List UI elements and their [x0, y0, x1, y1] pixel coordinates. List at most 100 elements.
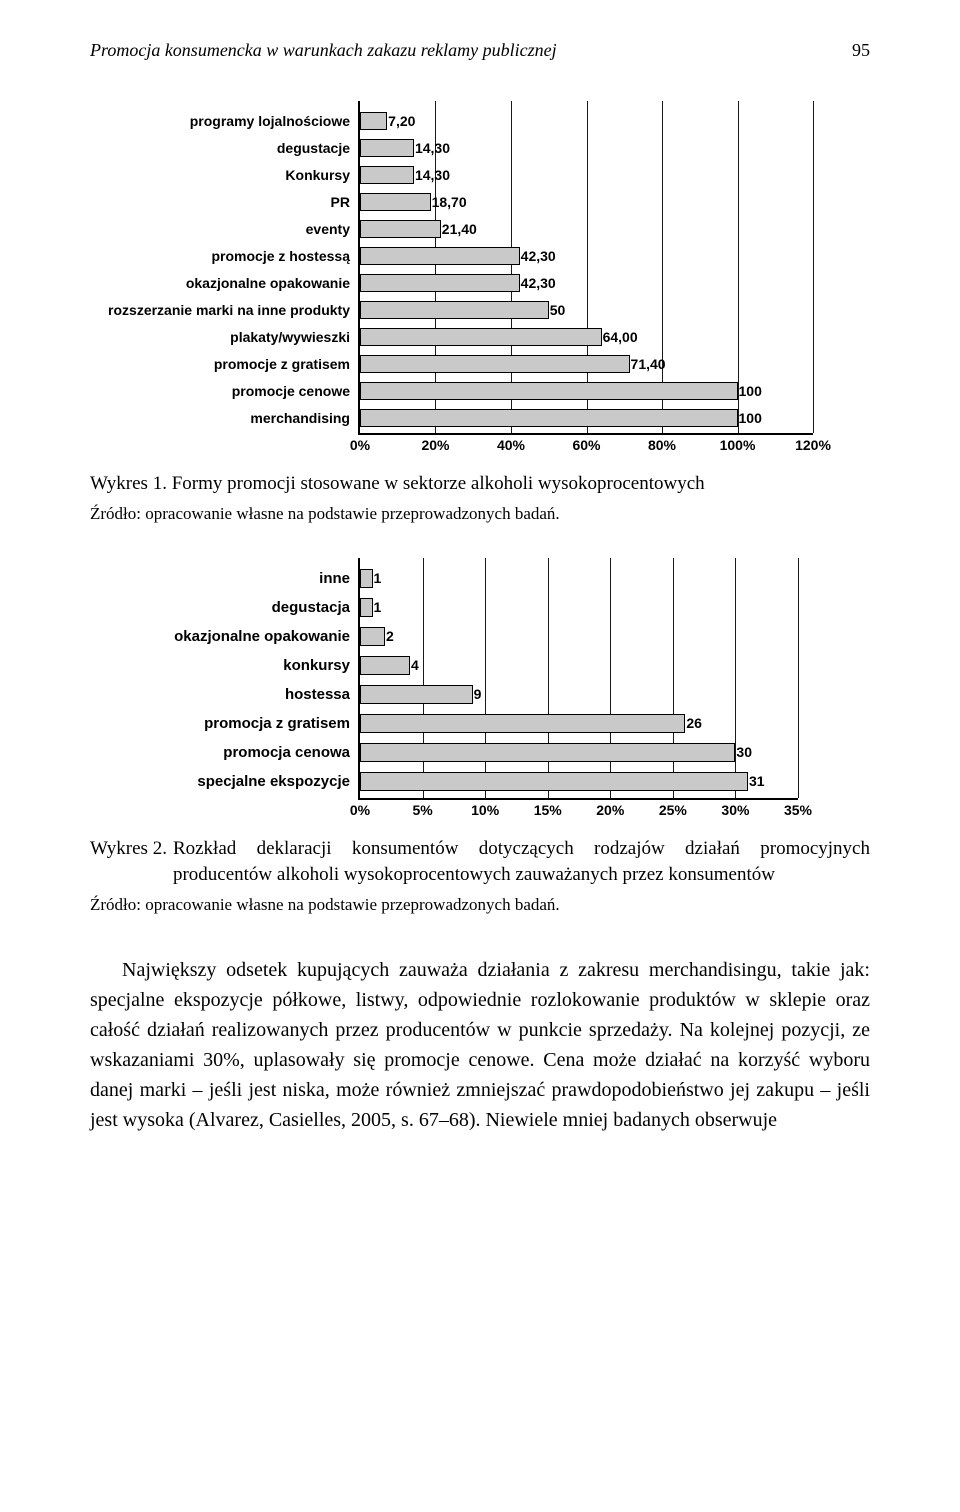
category-label: eventy	[90, 215, 350, 242]
x-tick-label: 100%	[720, 437, 756, 453]
caption-1-prefix: Wykres 1.	[90, 473, 167, 494]
category-label: degustacja	[90, 593, 350, 622]
x-tick-label: 25%	[659, 802, 687, 818]
bar: 1	[360, 569, 373, 588]
caption-2-prefix: Wykres 2.	[90, 838, 167, 859]
category-label: promocja z gratisem	[90, 709, 350, 738]
bar-value-label: 100	[739, 383, 762, 399]
gridline	[610, 558, 611, 798]
running-head: Promocja konsumencka w warunkach zakazu …	[90, 40, 870, 61]
category-label: okazjonalne opakowanie	[90, 269, 350, 296]
bar: 9	[360, 685, 473, 704]
x-tick-label: 60%	[572, 437, 600, 453]
bar: 2	[360, 627, 385, 646]
chart-2-labels: innedegustacjaokazjonalne opakowaniekonk…	[90, 558, 358, 796]
category-label: okazjonalne opakowanie	[90, 622, 350, 651]
page: Promocja konsumencka w warunkach zakazu …	[0, 0, 960, 1195]
bar-value-label: 9	[474, 686, 482, 702]
chart-1-plot: 0%20%40%60%80%100%120% 7,2014,3014,3018,…	[358, 101, 813, 435]
bar: 42,30	[360, 247, 520, 265]
category-label: promocje z hostessą	[90, 242, 350, 269]
bar-value-label: 7,20	[388, 113, 415, 129]
bar: 14,30	[360, 166, 414, 184]
bar: 100	[360, 382, 738, 400]
bar-value-label: 14,30	[415, 140, 450, 156]
caption-2-text-content: Rozkład deklaracji konsumentów dotyczący…	[173, 838, 870, 886]
chart-1-block: programy lojalnościowedegustacjeKonkursy…	[90, 101, 870, 435]
category-label: rozszerzanie marki na inne produkty	[90, 296, 350, 323]
chart-2-plot: 0%5%10%15%20%25%30%35% 11249263031	[358, 558, 798, 800]
chart-1-source: Źródło: opracowanie własne na podstawie …	[90, 504, 870, 524]
chart-2-block: innedegustacjaokazjonalne opakowaniekonk…	[90, 558, 870, 800]
bar: 50	[360, 301, 549, 319]
page-number: 95	[852, 40, 870, 61]
category-label: Konkursy	[90, 161, 350, 188]
bar: 4	[360, 656, 410, 675]
x-tick-label: 35%	[784, 802, 812, 818]
chart-1-labels: programy lojalnościowedegustacjeKonkursy…	[90, 101, 358, 431]
category-label: specjalne ekspozycje	[90, 767, 350, 796]
running-title: Promocja konsumencka w warunkach zakazu …	[90, 40, 557, 61]
bar-value-label: 31	[749, 773, 765, 789]
category-label: plakaty/wywieszki	[90, 323, 350, 350]
chart-1-xaxis: 0%20%40%60%80%100%120%	[360, 433, 813, 457]
bar-value-label: 64,00	[603, 329, 638, 345]
x-tick-label: 5%	[412, 802, 432, 818]
category-label: konkursy	[90, 651, 350, 680]
bar-value-label: 14,30	[415, 167, 450, 183]
gridline	[485, 558, 486, 798]
x-tick-label: 30%	[721, 802, 749, 818]
bar: 71,40	[360, 355, 630, 373]
x-tick-label: 80%	[648, 437, 676, 453]
bar-value-label: 30	[736, 744, 752, 760]
caption-2-text: Rozkład deklaracji konsumentów dotyczący…	[173, 838, 870, 886]
category-label: merchandising	[90, 404, 350, 431]
bar: 21,40	[360, 220, 441, 238]
bar-value-label: 4	[411, 657, 419, 673]
bar: 31	[360, 772, 748, 791]
chart-1: programy lojalnościowedegustacjeKonkursy…	[90, 101, 870, 435]
category-label: degustacje	[90, 134, 350, 161]
bar-value-label: 100	[739, 410, 762, 426]
bar-value-label: 26	[686, 715, 702, 731]
gridline	[798, 558, 799, 798]
bar-value-label: 42,30	[521, 275, 556, 291]
gridline	[673, 558, 674, 798]
x-tick-label: 20%	[596, 802, 624, 818]
category-label: hostessa	[90, 680, 350, 709]
bar: 18,70	[360, 193, 431, 211]
bar: 1	[360, 598, 373, 617]
body-paragraph: Największy odsetek kupujących zauważa dz…	[90, 955, 870, 1135]
chart-2-caption: Wykres 2. Rozkład deklaracji konsumentów…	[90, 836, 870, 889]
category-label: programy lojalnościowe	[90, 107, 350, 134]
bar-value-label: 18,70	[432, 194, 467, 210]
category-label: promocja cenowa	[90, 738, 350, 767]
gridline	[735, 558, 736, 798]
category-label: promocje cenowe	[90, 377, 350, 404]
category-label: promocje z gratisem	[90, 350, 350, 377]
x-tick-label: 10%	[471, 802, 499, 818]
chart-2-source: Źródło: opracowanie własne na podstawie …	[90, 895, 870, 915]
chart-1-caption: Wykres 1. Formy promocji stosowane w sek…	[90, 471, 870, 498]
bar: 100	[360, 409, 738, 427]
bar-value-label: 2	[386, 628, 394, 644]
bar-value-label: 42,30	[521, 248, 556, 264]
bar-value-label: 50	[550, 302, 566, 318]
bar: 26	[360, 714, 685, 733]
bar: 30	[360, 743, 735, 762]
bar: 42,30	[360, 274, 520, 292]
gridline	[423, 558, 424, 798]
bar: 14,30	[360, 139, 414, 157]
bar-value-label: 1	[374, 570, 382, 586]
chart-2: innedegustacjaokazjonalne opakowaniekonk…	[90, 558, 870, 800]
bar-value-label: 71,40	[631, 356, 666, 372]
x-tick-label: 0%	[350, 802, 370, 818]
bar-value-label: 21,40	[442, 221, 477, 237]
caption-1-text: Formy promocji stosowane w sektorze alko…	[172, 473, 705, 494]
x-tick-label: 0%	[350, 437, 370, 453]
x-tick-label: 40%	[497, 437, 525, 453]
category-label: inne	[90, 564, 350, 593]
gridline	[548, 558, 549, 798]
x-tick-label: 15%	[534, 802, 562, 818]
category-label: PR	[90, 188, 350, 215]
